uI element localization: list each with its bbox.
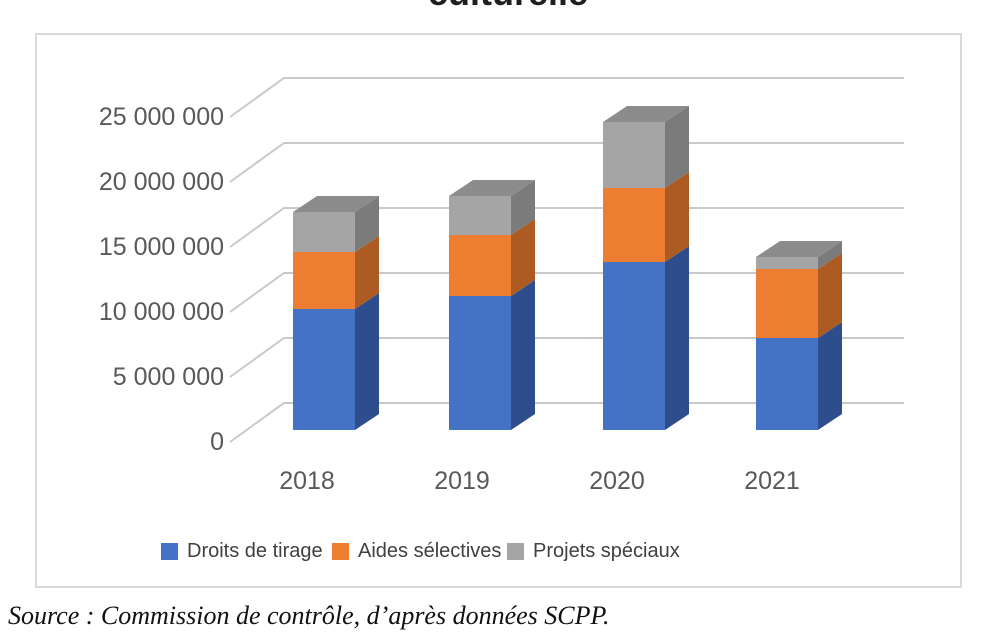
y-axis-label: 20 000 000 [98,168,224,196]
y-axis-label: 0 [210,428,224,456]
x-axis-label: 2018 [279,467,335,495]
gridline [229,337,904,378]
legend-swatch-droits-de-tirage [161,543,178,560]
bar-side-segment [665,246,689,430]
y-axis-label: 5 000 000 [112,363,224,391]
y-axis-label: 15 000 000 [98,233,224,261]
gridline [229,402,904,443]
x-axis-label: 2021 [744,467,800,495]
bar-segment [449,196,511,235]
chart-frame: 25 000 000 20 000 000 15 000 000 10 000 … [35,33,962,588]
bar-segment [449,235,511,296]
gridline [229,272,904,313]
x-axis-label: 2020 [589,467,645,495]
bar-segment [293,212,355,252]
gridline [229,142,904,183]
bar-segment [603,188,665,262]
y-axis-label: 10 000 000 [98,298,224,326]
bar-segment [603,122,665,188]
clipped-figure-title-text: culturelle [428,0,648,9]
bar-segment [449,296,511,430]
bar-segment [756,257,818,269]
gridline [229,207,904,248]
x-axis-label: 2019 [434,467,490,495]
gridline [229,77,904,118]
bar-segment [756,338,818,430]
source-note: Source : Commission de contrôle, d’après… [8,601,610,630]
legend-item: Aides sélectives [332,540,501,564]
bar-side-segment [355,293,379,430]
gridlines [229,77,904,443]
bar-segment [293,252,355,309]
legend-label: Droits de tirage [187,540,323,562]
legend-item: Droits de tirage [161,540,323,564]
bar-segment [603,262,665,430]
bar-segment [756,269,818,338]
bar-side-segment [511,280,535,430]
clipped-figure-title: culturelle [428,0,648,9]
bar-side-segment [818,322,842,430]
legend-swatch-projets-speciaux [507,543,524,560]
plot-area: 25 000 000 20 000 000 15 000 000 10 000 … [37,35,960,586]
bars-layer [37,35,960,586]
legend-label: Projets spéciaux [533,540,680,562]
legend-item: Projets spéciaux [507,540,680,564]
bar-segment [293,309,355,430]
legend-label: Aides sélectives [358,540,502,562]
y-axis-label: 25 000 000 [98,103,224,131]
legend-swatch-aides-selectives [332,543,349,560]
